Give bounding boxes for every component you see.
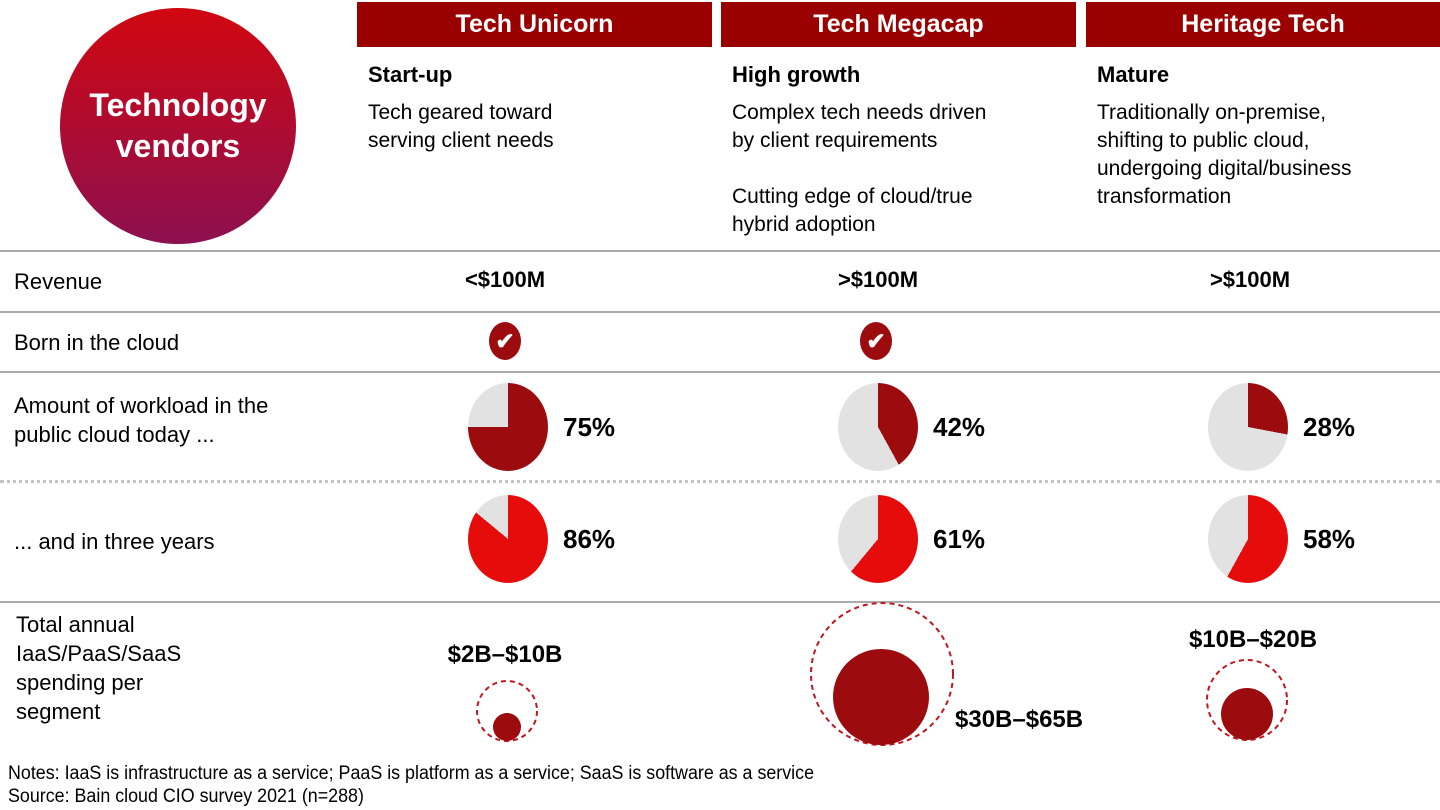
- check-icon: ✔: [860, 322, 892, 360]
- spending-range-heritage-tech: $10B–$20B: [1188, 626, 1318, 653]
- row-divider: [0, 311, 1440, 313]
- pie-chart-three-years-tech-unicorn: [468, 495, 548, 583]
- column-header-label: Tech Megacap: [813, 10, 984, 38]
- stage-label: Mature: [1097, 62, 1170, 87]
- row-divider: [0, 250, 1440, 252]
- stage-label: Start-up: [368, 62, 453, 87]
- spending-ring-icon: [810, 602, 954, 746]
- technology-vendors-label: Technology vendors: [89, 87, 267, 164]
- row-label-born-in-cloud: Born in the cloud: [14, 330, 180, 355]
- description-tech-unicorn: Start-up Tech geared toward serving clie…: [368, 60, 708, 183]
- spending-bubble-tech-megacap: [810, 602, 954, 746]
- row-divider: [0, 371, 1440, 373]
- column-header-heritage-tech: Heritage Tech: [1086, 2, 1440, 47]
- notes-line: Notes: IaaS is infrastructure as a servi…: [8, 763, 815, 784]
- pie-value-label: 75%: [563, 412, 616, 442]
- stage-label: High growth: [732, 62, 861, 87]
- spending-range-tech-megacap: $30B–$65B: [955, 706, 1084, 733]
- column-header-label: Heritage Tech: [1181, 10, 1345, 38]
- row-divider: [0, 601, 1440, 603]
- source-line: Source: Bain cloud CIO survey 2021 (n=28…: [8, 786, 364, 808]
- column-header-label: Tech Unicorn: [455, 10, 614, 38]
- description-text: Complex tech needs driven by client requ…: [732, 101, 987, 153]
- column-header-tech-megacap: Tech Megacap: [721, 2, 1076, 47]
- spending-ring-icon: [1206, 659, 1288, 741]
- pie-value-label: 58%: [1303, 524, 1356, 554]
- row-label-revenue: Revenue: [14, 269, 103, 294]
- description-text: Tech geared toward serving client needs: [368, 101, 554, 153]
- pie-chart-workload-today-tech-unicorn: [468, 383, 548, 471]
- description-text: Cutting edge of cloud/true hybrid adopti…: [732, 185, 973, 237]
- pie-value-label: 28%: [1303, 412, 1356, 442]
- revenue-value-tech-megacap: >$100M: [837, 267, 919, 292]
- description-text: Traditionally on-premise, shifting to pu…: [1097, 101, 1352, 209]
- column-header-tech-unicorn: Tech Unicorn: [357, 2, 712, 47]
- footnotes: Notes: IaaS is infrastructure as a servi…: [8, 762, 1042, 808]
- description-heritage-tech: Mature Traditionally on-premise, shiftin…: [1097, 60, 1435, 239]
- spending-bubble-tech-unicorn: [476, 680, 538, 742]
- revenue-value-heritage-tech: >$100M: [1209, 267, 1291, 292]
- pie-value-label: 61%: [933, 524, 986, 554]
- row-divider-dotted: [0, 480, 1440, 483]
- spending-range-tech-unicorn: $2B–$10B: [447, 641, 563, 668]
- spending-dot-icon: [833, 649, 929, 745]
- row-label-workload-today: Amount of workload in the public cloud t…: [14, 393, 269, 448]
- pie-value-label: 42%: [933, 412, 986, 442]
- row-label-three-years: ... and in three years: [14, 529, 215, 554]
- pie-chart-three-years-heritage-tech: [1208, 495, 1288, 583]
- description-tech-megacap: High growth Complex tech needs driven by…: [732, 60, 1080, 267]
- pie-chart-workload-today-heritage-tech: [1208, 383, 1288, 471]
- row-label-spending: Total annual IaaS/PaaS/SaaS spending per…: [16, 612, 182, 725]
- spending-dot-icon: [1221, 688, 1273, 740]
- technology-vendors-badge: Technology vendors: [60, 8, 296, 244]
- pie-value-label: 86%: [563, 524, 616, 554]
- spending-dot-icon: [493, 713, 521, 741]
- revenue-value-tech-unicorn: <$100M: [464, 267, 546, 292]
- spending-bubble-heritage-tech: [1206, 659, 1288, 741]
- check-icon: ✔: [489, 322, 521, 360]
- pie-chart-workload-today-tech-megacap: [838, 383, 918, 471]
- pie-chart-three-years-tech-megacap: [838, 495, 918, 583]
